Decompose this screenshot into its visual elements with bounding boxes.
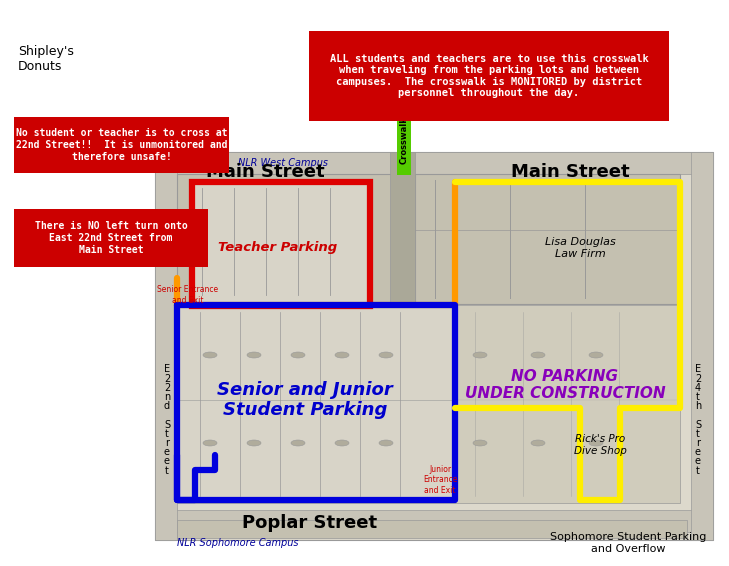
Bar bbox=[192, 182, 367, 302]
Bar bbox=[397, 95, 411, 175]
FancyBboxPatch shape bbox=[309, 31, 669, 121]
Text: E
2
2
n
d
 
S
t
r
e
e
t: E 2 2 n d S t r e e t bbox=[164, 365, 170, 475]
Text: E
2
4
t
h
 
S
t
r
e
e
t: E 2 4 t h S t r e e t bbox=[695, 365, 701, 475]
Bar bbox=[155, 510, 713, 532]
Bar bbox=[192, 182, 370, 306]
Ellipse shape bbox=[247, 440, 261, 446]
Text: Rick's Pro
Dive Shop: Rick's Pro Dive Shop bbox=[574, 434, 626, 456]
Ellipse shape bbox=[589, 440, 603, 446]
Text: Senior and Junior
Student Parking: Senior and Junior Student Parking bbox=[217, 380, 393, 419]
Bar bbox=[390, 152, 415, 305]
Ellipse shape bbox=[379, 440, 393, 446]
Text: Crosswalk: Crosswalk bbox=[399, 116, 408, 164]
Text: Senior Entrance
and Exit: Senior Entrance and Exit bbox=[157, 285, 219, 305]
Text: Main Street: Main Street bbox=[206, 163, 324, 181]
Bar bbox=[155, 152, 177, 540]
Text: Main Street: Main Street bbox=[511, 163, 629, 181]
Ellipse shape bbox=[291, 352, 305, 358]
Text: NLR Sophomore Campus: NLR Sophomore Campus bbox=[177, 538, 299, 548]
Ellipse shape bbox=[531, 440, 545, 446]
Ellipse shape bbox=[291, 440, 305, 446]
Text: Lisa Douglas
Law Firm: Lisa Douglas Law Firm bbox=[545, 237, 615, 259]
Text: NLR West Campus: NLR West Campus bbox=[238, 158, 328, 168]
Text: Poplar Street: Poplar Street bbox=[243, 514, 378, 532]
Text: No student or teacher is to cross at
22nd Street!!  It is unmonitored and
theref: No student or teacher is to cross at 22n… bbox=[16, 128, 227, 162]
Bar bbox=[177, 305, 455, 503]
Ellipse shape bbox=[473, 352, 487, 358]
Ellipse shape bbox=[203, 352, 217, 358]
FancyBboxPatch shape bbox=[14, 209, 208, 267]
FancyBboxPatch shape bbox=[14, 117, 229, 173]
Bar bbox=[415, 174, 680, 304]
Text: Teacher Parking: Teacher Parking bbox=[219, 242, 338, 255]
Bar bbox=[177, 174, 392, 304]
Bar bbox=[691, 152, 713, 540]
Ellipse shape bbox=[335, 352, 349, 358]
Text: Junior
Entrance
and Exit: Junior Entrance and Exit bbox=[423, 465, 457, 495]
Text: ALL students and teachers are to use this crosswalk
when traveling from the park: ALL students and teachers are to use thi… bbox=[330, 54, 648, 98]
Bar bbox=[155, 152, 713, 540]
Text: NO PARKING
UNDER CONSTRUCTION: NO PARKING UNDER CONSTRUCTION bbox=[464, 369, 666, 401]
Ellipse shape bbox=[379, 352, 393, 358]
Ellipse shape bbox=[203, 440, 217, 446]
Bar bbox=[155, 152, 713, 174]
Text: Shipley's
Donuts: Shipley's Donuts bbox=[18, 45, 74, 73]
Bar bbox=[177, 520, 687, 538]
Text: Sophomore Student Parking
and Overflow: Sophomore Student Parking and Overflow bbox=[550, 532, 706, 554]
Ellipse shape bbox=[473, 440, 487, 446]
Ellipse shape bbox=[531, 352, 545, 358]
Ellipse shape bbox=[247, 352, 261, 358]
Bar bbox=[455, 305, 680, 503]
Text: There is NO left turn onto
East 22nd Street from
Main Street: There is NO left turn onto East 22nd Str… bbox=[34, 221, 187, 255]
Ellipse shape bbox=[335, 440, 349, 446]
Ellipse shape bbox=[589, 352, 603, 358]
